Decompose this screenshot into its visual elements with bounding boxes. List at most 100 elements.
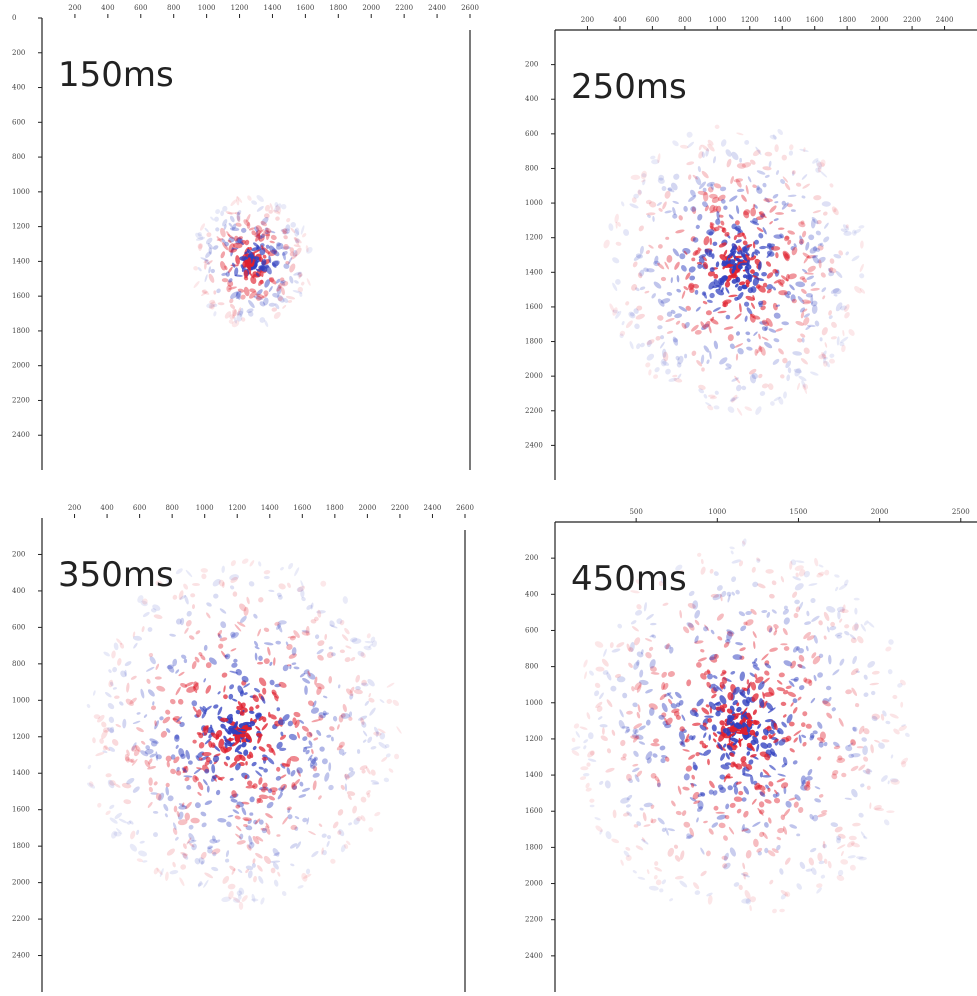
wave-blob — [694, 289, 699, 295]
wave-blob — [713, 405, 720, 410]
wave-blob — [818, 259, 822, 269]
wave-blob — [616, 676, 626, 683]
wave-blob — [823, 611, 830, 621]
wave-blob — [749, 672, 756, 678]
wave-blob — [818, 741, 824, 748]
wave-blob — [146, 678, 151, 684]
wave-blob — [584, 671, 587, 680]
wave-blob — [751, 372, 758, 380]
wave-blob — [739, 262, 750, 266]
wave-blob — [318, 795, 322, 800]
wave-blob — [635, 287, 640, 292]
wave-blob — [684, 321, 690, 329]
wave-blob — [774, 627, 778, 632]
wave-blob — [885, 646, 892, 652]
wave-blob — [713, 571, 719, 576]
wave-blob — [709, 568, 714, 574]
wave-blob — [712, 241, 718, 247]
wave-blob — [830, 822, 839, 827]
wave-blob — [754, 204, 758, 209]
wave-blob — [344, 657, 351, 663]
wave-blob — [836, 757, 846, 764]
wave-blob — [769, 221, 773, 225]
wave-blob — [231, 223, 237, 231]
wave-blob — [241, 895, 248, 902]
wave-blob — [662, 351, 669, 362]
wave-blob — [634, 774, 640, 783]
wave-blob — [819, 740, 826, 744]
wave-blob — [636, 651, 644, 658]
wave-blob — [709, 318, 719, 325]
wave-blob — [305, 246, 313, 254]
wave-blob — [735, 225, 742, 232]
wave-blob — [661, 754, 668, 759]
wave-blob — [185, 749, 190, 760]
wave-blob — [386, 682, 395, 688]
wave-blob — [355, 685, 361, 691]
wave-blob — [184, 681, 194, 687]
wave-blob — [736, 265, 740, 273]
wave-blob — [194, 656, 200, 663]
wave-blob — [263, 575, 270, 580]
wave-blob — [653, 281, 662, 289]
wave-blob — [766, 284, 773, 290]
wave-blob — [288, 653, 297, 659]
wave-blob — [792, 646, 799, 653]
wave-blob — [255, 836, 264, 842]
wave-blob — [785, 735, 792, 742]
wave-blob — [294, 567, 300, 577]
wave-blob — [773, 312, 781, 319]
wave-blob — [860, 783, 865, 788]
wave-blob — [214, 216, 219, 222]
wave-blob — [651, 818, 657, 824]
wave-blob — [205, 662, 212, 669]
wave-blob — [838, 717, 844, 727]
wave-blob — [665, 643, 670, 650]
wave-blob — [149, 753, 156, 758]
wave-blob — [766, 625, 773, 633]
x-tick-label: 2200 — [903, 16, 921, 24]
wave-blob — [693, 800, 700, 805]
wave-blob — [317, 609, 322, 618]
wave-blob — [676, 288, 682, 293]
wave-blob — [730, 397, 736, 402]
wave-blob — [282, 305, 287, 309]
wave-blob — [845, 745, 853, 752]
wave-blob — [666, 255, 673, 263]
wave-blob — [191, 843, 197, 851]
wave-blob — [105, 810, 111, 816]
wave-blob — [833, 208, 837, 213]
wave-blob — [724, 281, 731, 288]
wave-blob — [287, 256, 293, 265]
wave-blob — [276, 834, 281, 837]
wave-blob — [795, 606, 801, 613]
wave-blob — [310, 602, 314, 610]
wave-blob — [205, 237, 213, 245]
y-tick-label: 400 — [525, 95, 538, 103]
wave-blob — [224, 653, 231, 660]
wave-blob — [672, 213, 678, 219]
wave-blob — [236, 801, 244, 808]
wave-blob — [212, 755, 220, 763]
wave-blob — [236, 840, 246, 845]
wave-blob — [342, 596, 348, 604]
wave-blob — [701, 170, 709, 179]
wave-blob — [149, 738, 159, 744]
wave-blob — [230, 798, 238, 803]
wave-blob — [285, 261, 290, 265]
wave-blob — [691, 350, 697, 356]
wave-blob — [248, 581, 255, 587]
wave-blob — [796, 883, 802, 890]
wave-blob — [752, 149, 761, 157]
wave-blob — [248, 835, 253, 845]
wave-blob — [348, 711, 353, 718]
wave-blob — [775, 170, 780, 175]
wave-blob — [679, 570, 684, 575]
wave-blob — [271, 790, 276, 796]
wave-blob — [631, 626, 639, 632]
wave-blob — [247, 870, 253, 879]
wave-blob — [241, 227, 247, 233]
wave-blob — [698, 144, 702, 151]
wave-blob — [245, 214, 251, 223]
wave-blob — [785, 800, 792, 808]
